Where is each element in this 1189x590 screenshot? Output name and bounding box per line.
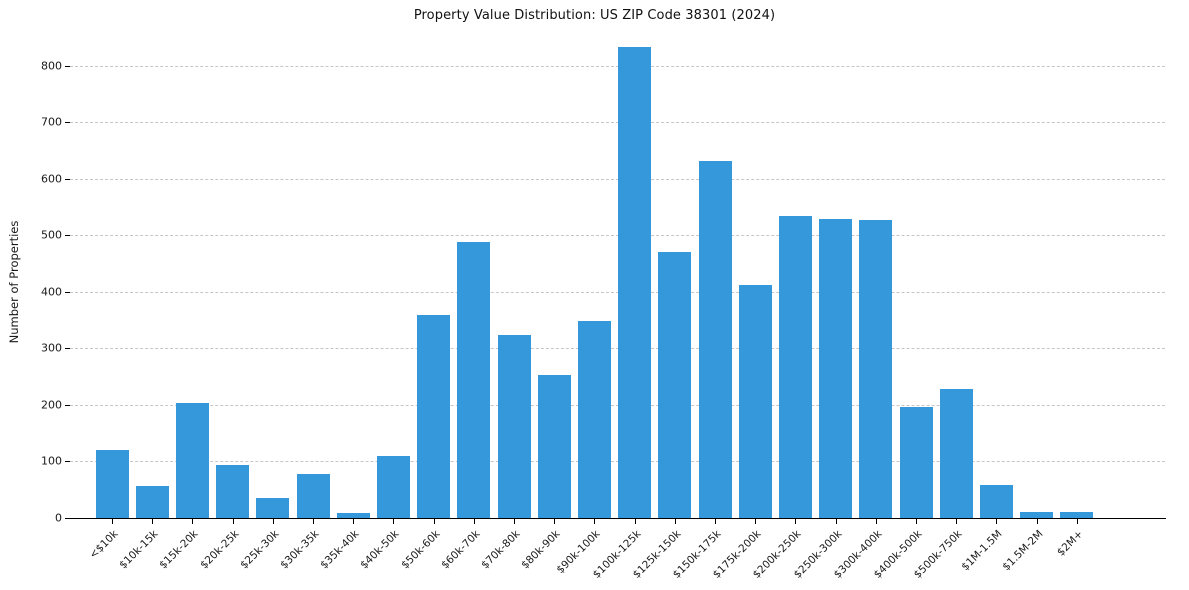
bar[interactable] xyxy=(95,450,129,518)
bar[interactable] xyxy=(819,218,853,518)
bar[interactable] xyxy=(698,161,732,518)
x-tick-mark xyxy=(272,519,274,524)
y-tick-label: 300 xyxy=(41,341,62,355)
bar[interactable] xyxy=(537,375,571,518)
y-tick-mark xyxy=(65,65,70,67)
x-tick-mark xyxy=(916,519,917,524)
bar[interactable] xyxy=(658,252,692,518)
x-tick-mark xyxy=(554,519,556,524)
x-tick-mark xyxy=(393,519,395,524)
y-axis-label: Number of Properties xyxy=(7,220,21,344)
y-tick-mark xyxy=(65,461,70,463)
bar[interactable] xyxy=(457,242,491,518)
x-tick-mark xyxy=(634,519,636,524)
x-tick-mark xyxy=(835,519,837,524)
chart-title: Property Value Distribution: US ZIP Code… xyxy=(413,8,776,23)
y-tick-label: 500 xyxy=(41,228,62,242)
gridline xyxy=(70,348,1165,350)
y-tick-mark xyxy=(65,178,70,180)
x-tick-mark xyxy=(152,519,154,524)
x-axis-spine xyxy=(70,518,1166,519)
gridline xyxy=(70,291,1165,293)
bar[interactable] xyxy=(899,407,933,518)
y-tick-label: 400 xyxy=(41,285,62,299)
bar[interactable] xyxy=(135,485,169,518)
x-tick-mark xyxy=(996,519,998,524)
gridline xyxy=(70,461,1165,463)
bar[interactable] xyxy=(738,285,772,518)
y-tick-mark xyxy=(65,291,70,293)
x-tick-label-text: <$10k xyxy=(87,528,121,562)
bar[interactable] xyxy=(979,485,1013,518)
x-tick-mark xyxy=(1076,519,1078,524)
y-tick-mark xyxy=(65,348,70,350)
y-tick-label: 0 xyxy=(55,511,62,525)
x-tick-mark xyxy=(514,519,515,524)
gridline xyxy=(70,65,1165,67)
y-tick-mark xyxy=(65,404,70,406)
x-tick-mark xyxy=(956,519,958,524)
y-tick-mark xyxy=(65,122,70,124)
x-tick-mark xyxy=(112,519,113,524)
bar[interactable] xyxy=(778,215,812,518)
y-tick-label: 700 xyxy=(41,115,62,129)
bar[interactable] xyxy=(336,513,370,518)
y-tick-label: 100 xyxy=(41,454,62,468)
gridline xyxy=(70,404,1165,406)
x-tick-mark xyxy=(715,519,716,524)
x-tick-mark xyxy=(192,519,194,524)
y-tick-label: 200 xyxy=(41,398,62,412)
x-tick-mark xyxy=(795,519,797,524)
bar[interactable] xyxy=(497,335,531,518)
x-tick-mark xyxy=(433,519,435,524)
bar[interactable] xyxy=(1060,512,1094,518)
bar[interactable] xyxy=(216,465,250,518)
x-tick-mark xyxy=(594,519,596,524)
plot-background xyxy=(70,32,1165,518)
gridline xyxy=(70,178,1165,180)
y-tick-label: 800 xyxy=(41,59,62,73)
x-tick-mark xyxy=(313,519,314,524)
bar[interactable] xyxy=(256,497,290,518)
bar[interactable] xyxy=(175,403,209,518)
gridline xyxy=(70,235,1165,237)
bar[interactable] xyxy=(376,455,410,518)
plot-area xyxy=(70,32,1165,518)
x-tick-mark xyxy=(473,519,475,524)
x-tick-mark xyxy=(755,519,757,524)
x-tick-mark xyxy=(875,519,877,524)
y-tick-mark xyxy=(65,235,70,237)
bar[interactable] xyxy=(1020,512,1054,518)
gridline xyxy=(70,122,1165,124)
bar[interactable] xyxy=(939,389,973,518)
x-tick-label-text: $2M+ xyxy=(1054,528,1086,559)
x-tick-mark xyxy=(1036,519,1038,524)
x-tick-mark xyxy=(674,519,676,524)
bar[interactable] xyxy=(859,219,893,518)
bar[interactable] xyxy=(296,473,330,518)
x-tick-mark xyxy=(232,519,234,524)
y-tick-label: 600 xyxy=(41,172,62,186)
y-tick-mark xyxy=(65,518,70,519)
bar[interactable] xyxy=(417,315,451,518)
x-tick-mark xyxy=(353,519,355,524)
bar[interactable] xyxy=(618,47,652,518)
bar[interactable] xyxy=(577,321,611,518)
